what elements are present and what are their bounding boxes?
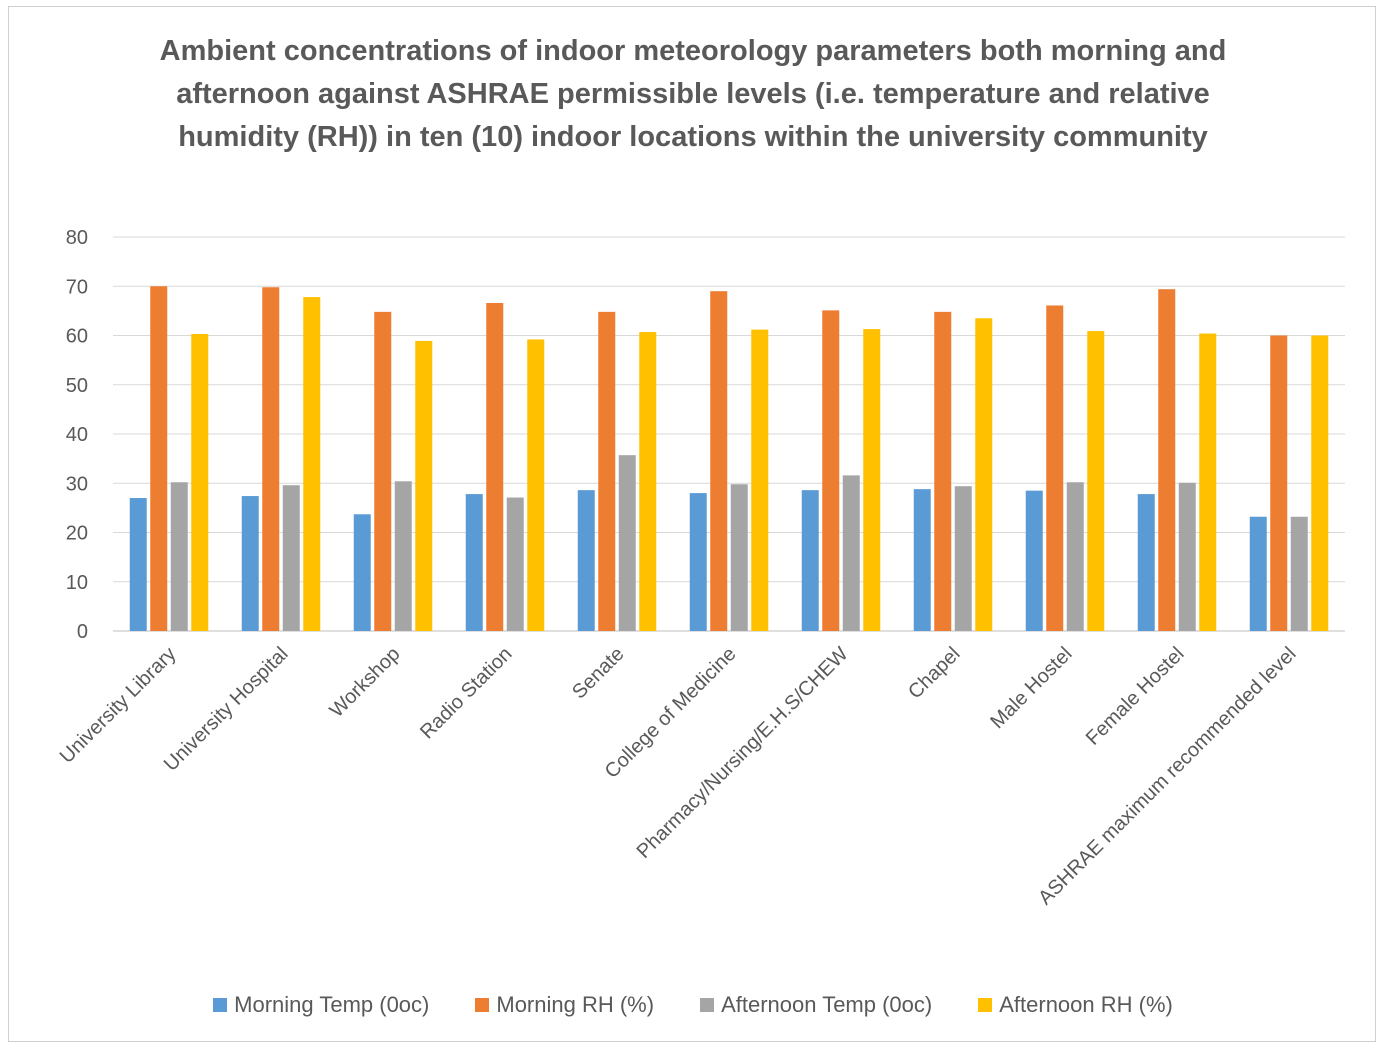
bar	[282, 485, 300, 631]
bar	[954, 486, 972, 631]
bar	[1025, 490, 1043, 631]
bar	[934, 311, 952, 631]
bar	[415, 340, 433, 631]
bar	[975, 318, 993, 631]
bar	[1178, 482, 1196, 631]
bar	[822, 310, 840, 631]
chart-title: Ambient concentrations of indoor meteoro…	[159, 35, 1227, 153]
legend-item: Morning RH (%)	[475, 992, 654, 1018]
legend-item: Afternoon RH (%)	[978, 992, 1173, 1018]
y-tick-label: 30	[66, 473, 88, 495]
bar	[486, 302, 504, 631]
y-tick-label: 0	[77, 621, 88, 643]
bar	[618, 455, 636, 631]
bar	[1046, 305, 1064, 631]
chart-plot: 0 10 20 30 40 50 60 70 80 University LibraryUnive…	[56, 227, 1345, 909]
bar	[1199, 333, 1217, 631]
bar	[1290, 516, 1308, 631]
chart-legend: Morning Temp (0oc) Morning RH (%) Afternoo…	[0, 992, 1386, 1018]
y-tick-label: 10	[66, 572, 88, 594]
bar	[913, 489, 931, 631]
bar	[598, 311, 616, 631]
bar	[1087, 331, 1105, 631]
bar	[303, 297, 321, 631]
legend-item: Morning Temp (0oc)	[213, 992, 429, 1018]
x-category-label: Workshop	[326, 643, 405, 722]
x-category-label: Female Hostel	[1082, 643, 1189, 750]
y-tick-label: 60	[66, 326, 88, 348]
legend-label: Afternoon Temp (0oc)	[721, 992, 933, 1017]
bar	[730, 484, 748, 631]
y-tick-label: 40	[66, 424, 88, 446]
bar	[394, 481, 412, 631]
bar	[1066, 482, 1084, 631]
x-category-label: Chapel	[904, 643, 964, 703]
legend-swatch	[978, 998, 993, 1012]
bar	[1137, 494, 1155, 631]
bar	[639, 332, 657, 631]
legend-swatch	[475, 998, 490, 1012]
y-tick-label: 80	[66, 227, 88, 249]
bar	[150, 286, 168, 631]
bar	[863, 329, 881, 631]
bar	[689, 493, 707, 631]
x-category-label: University Library	[56, 643, 181, 768]
bar	[465, 494, 483, 631]
legend-item: Afternoon Temp (0oc)	[700, 992, 932, 1018]
x-category-label: Senate	[568, 643, 628, 703]
bar	[1158, 289, 1176, 631]
bar	[527, 339, 545, 631]
bar	[1249, 516, 1267, 631]
bar	[353, 514, 371, 631]
bar	[191, 334, 209, 631]
bar	[1270, 335, 1288, 631]
legend-swatch	[213, 998, 228, 1012]
bar	[129, 498, 147, 631]
legend-label: Morning RH (%)	[496, 992, 655, 1017]
x-category-label: Male Hostel	[986, 643, 1076, 733]
bar	[842, 475, 860, 631]
bar	[262, 287, 280, 631]
bar	[506, 497, 524, 631]
bar	[1311, 335, 1329, 631]
x-category-label: ASHRAE maximum recommended level	[1034, 643, 1300, 909]
bar	[170, 482, 188, 631]
legend-label: Morning Temp (0oc)	[234, 992, 430, 1017]
bar	[241, 496, 259, 631]
x-category-label: Pharmacy/Nursing/E.H.S/CHEW	[633, 643, 853, 863]
bar	[374, 311, 392, 631]
legend-swatch	[700, 998, 715, 1012]
x-category-label: University Hospital	[160, 643, 293, 776]
bar	[801, 490, 819, 631]
x-category-label: Radio Station	[416, 643, 516, 743]
y-tick-label: 70	[66, 276, 88, 298]
y-tick-label: 50	[66, 375, 88, 397]
bar	[710, 291, 728, 631]
y-tick-label: 20	[66, 523, 88, 545]
bar	[577, 490, 595, 631]
bar	[751, 329, 769, 631]
legend-label: Afternoon RH (%)	[999, 992, 1173, 1017]
